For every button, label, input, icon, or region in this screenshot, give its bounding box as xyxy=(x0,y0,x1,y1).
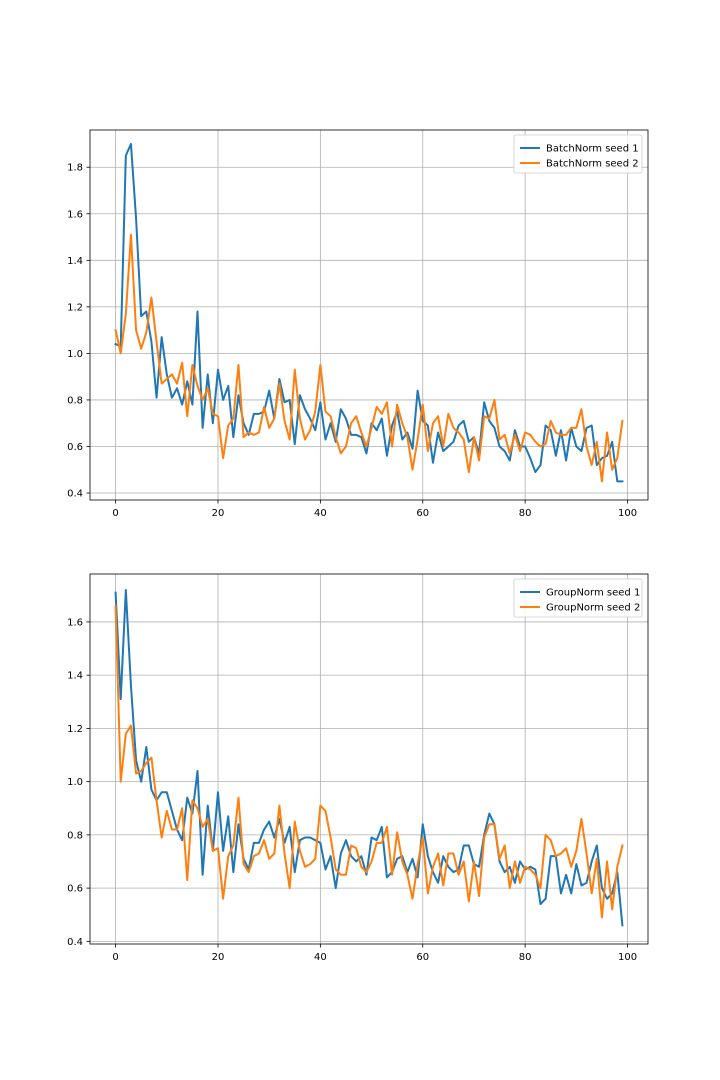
y-tick-label: 0.6 xyxy=(67,442,83,453)
y-tick-label: 1.0 xyxy=(67,777,83,788)
y-tick-label: 0.8 xyxy=(67,395,83,406)
series-line-2 xyxy=(114,604,624,919)
axes-frame xyxy=(89,129,649,501)
x-tick-label: 20 xyxy=(212,952,225,963)
x-tick-label: 60 xyxy=(416,952,429,963)
series-line-1 xyxy=(114,142,624,483)
y-tick-label: 1.6 xyxy=(67,617,83,628)
chart-groupnorm: 0 20 40 60 80 100 0.4 0.6 0.8 1.0 1.2 1.4 1.6 GroupNo… xyxy=(67,573,649,963)
legend: BatchNorm seed 1 BatchNorm seed 2 xyxy=(513,134,643,174)
x-tick-label: 100 xyxy=(618,952,637,963)
y-tick-label: 0.8 xyxy=(67,830,83,841)
y-tick-label: 1.4 xyxy=(67,671,83,682)
legend-label-2: GroupNorm seed 2 xyxy=(546,603,640,614)
x-tick-label: 80 xyxy=(519,952,532,963)
x-tick-label: 80 xyxy=(519,508,532,519)
y-tick-label: 0.6 xyxy=(67,884,83,895)
series-line-2 xyxy=(114,233,624,483)
x-tick-label: 100 xyxy=(618,508,637,519)
x-tick-label: 0 xyxy=(112,508,118,519)
x-tick-label: 40 xyxy=(314,952,327,963)
legend-label-1: GroupNorm seed 1 xyxy=(546,588,640,599)
legend-box xyxy=(513,578,643,618)
chart-batchnorm: 0 20 40 60 80 100 0.4 0.6 0.8 1.0 1.2 1.4 1.6 1.8 Batc… xyxy=(67,129,649,519)
y-tick-label: 0.4 xyxy=(67,937,83,948)
x-tick-label: 20 xyxy=(212,508,225,519)
x-tick-label: 0 xyxy=(112,952,118,963)
x-tick-label: 40 xyxy=(314,508,327,519)
y-tick-label: 1.6 xyxy=(67,209,83,220)
y-tick-label: 1.2 xyxy=(67,724,83,735)
series-line-1 xyxy=(114,588,624,927)
y-tick-label: 1.4 xyxy=(67,256,83,267)
legend-box xyxy=(513,134,643,174)
legend: GroupNorm seed 1 GroupNorm seed 2 xyxy=(513,578,643,618)
axes-frame xyxy=(89,573,649,945)
y-tick-label: 1.0 xyxy=(67,349,83,360)
y-tick-label: 0.4 xyxy=(67,489,83,500)
x-tick-label: 60 xyxy=(416,508,429,519)
legend-label-1: BatchNorm seed 1 xyxy=(546,144,639,155)
y-tick-label: 1.8 xyxy=(67,163,83,174)
legend-label-2: BatchNorm seed 2 xyxy=(546,159,639,170)
y-tick-label: 1.2 xyxy=(67,302,83,313)
